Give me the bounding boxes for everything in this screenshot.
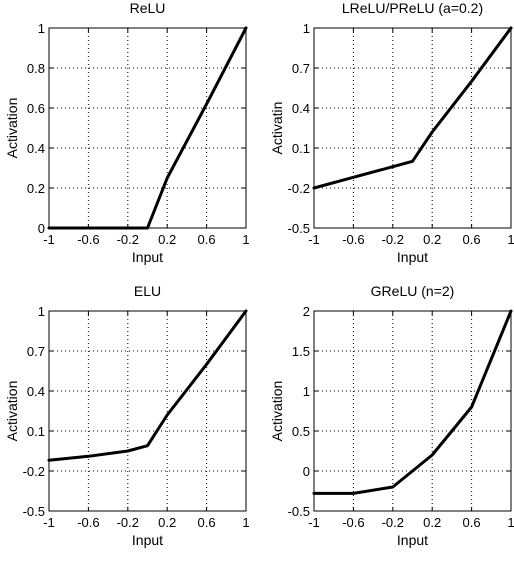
plot-frame: [313, 310, 512, 512]
y-tick-label: 0.8: [27, 61, 45, 76]
x-tick-label: -0.2: [117, 515, 139, 530]
y-tick-label: 0: [303, 464, 310, 479]
y-tick-label: 0.7: [292, 61, 310, 76]
chart-title: ELU: [134, 283, 161, 299]
series-line: [47, 26, 248, 230]
panel-elu: -1 -0.6 -0.2 0.2 0.6 1 -0.5 -0.2 0.1 0.4 0.7 1 ELU In…: [4, 283, 250, 548]
y-axis-title: Activation: [4, 98, 20, 159]
y-tick-label: 0.1: [27, 424, 45, 439]
y-tick-label: 0.4: [292, 101, 310, 116]
panel-grelu: -1 -0.6 -0.2 0.2 0.6 1 -0.5 0 0.5 1 1.5 2 GReLU (n=2…: [269, 283, 514, 548]
plot-frame: [48, 27, 247, 229]
x-tick-label: -0.6: [342, 232, 364, 247]
y-tick-label: 0.6: [27, 101, 45, 116]
chart-title: GReLU (n=2): [371, 283, 455, 299]
y-tick-label: 0.5: [292, 424, 310, 439]
y-tick-label: 2: [303, 304, 310, 319]
x-tick-label: 0.6: [198, 515, 216, 530]
x-axis-title: Input: [397, 249, 428, 265]
y-tick-label: 1: [38, 21, 45, 36]
y-tick-label: 0.7: [27, 344, 45, 359]
x-tick-label: -0.2: [382, 232, 404, 247]
plot-frame: [48, 310, 247, 512]
x-tick-label: 0.2: [158, 232, 176, 247]
panel-relu: -1 -0.6 -0.2 0.2 0.6 1 0 0.2 0.4 0.6 0.8 1 ReLU Input…: [4, 0, 250, 265]
x-tick-label: -0.2: [117, 232, 139, 247]
y-tick-label: 0: [38, 221, 45, 236]
y-tick-label: -0.5: [288, 504, 310, 519]
series-line: [312, 309, 513, 495]
x-tick-label: 0.6: [198, 232, 216, 247]
y-axis-title: Activation: [269, 381, 285, 442]
series-line: [312, 26, 513, 190]
x-tick-label: -1: [43, 515, 55, 530]
y-tick-label: 0.2: [27, 181, 45, 196]
y-tick-label: 1: [303, 21, 310, 36]
x-tick-label: -1: [308, 232, 320, 247]
x-axis-title: Input: [397, 532, 428, 548]
y-tick-label: 1: [303, 384, 310, 399]
y-axis-title: Activatin: [269, 102, 285, 155]
x-tick-label: 0.6: [463, 232, 481, 247]
x-tick-label: -0.6: [77, 515, 99, 530]
x-tick-label: 0.6: [463, 515, 481, 530]
x-tick-label: -1: [308, 515, 320, 530]
y-tick-label: -0.5: [288, 221, 310, 236]
panel-lrelu-prelu: -1 -0.6 -0.2 0.2 0.6 1 -0.5 -0.2 0.1 0.4 0.7 1 LReLU…: [269, 0, 514, 265]
y-tick-label: 0.4: [27, 141, 45, 156]
plot-frame: [313, 27, 512, 229]
chart-title: LReLU/PReLU (a=0.2): [342, 0, 483, 16]
x-axis-title: Input: [132, 249, 163, 265]
x-tick-label: 0.2: [158, 515, 176, 530]
y-tick-label: -0.2: [23, 464, 45, 479]
y-tick-label: -0.5: [23, 504, 45, 519]
x-tick-label: 1: [242, 515, 249, 530]
x-tick-label: -0.6: [77, 232, 99, 247]
x-tick-label: -0.6: [342, 515, 364, 530]
x-axis-title: Input: [132, 532, 163, 548]
x-tick-label: 0.2: [423, 232, 441, 247]
x-tick-label: 0.2: [423, 515, 441, 530]
x-tick-label: 1: [507, 232, 514, 247]
y-axis-title: Activation: [4, 381, 20, 442]
chart-title: ReLU: [130, 0, 166, 16]
y-tick-label: 1: [38, 304, 45, 319]
y-tick-label: 1.5: [292, 344, 310, 359]
y-tick-label: 0.4: [27, 384, 45, 399]
x-tick-label: 1: [507, 515, 514, 530]
series-line: [47, 309, 248, 462]
x-tick-label: 1: [242, 232, 249, 247]
x-tick-label: -1: [43, 232, 55, 247]
x-tick-label: -0.2: [382, 515, 404, 530]
y-tick-label: 0.1: [292, 141, 310, 156]
y-tick-label: -0.2: [288, 181, 310, 196]
